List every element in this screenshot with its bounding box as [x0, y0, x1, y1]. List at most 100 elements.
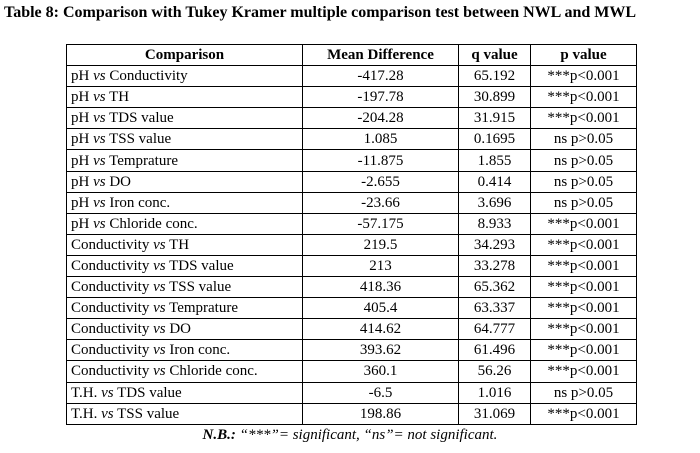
column-header: p value — [530, 43, 637, 67]
comparison-cell: pH vs TH — [66, 86, 303, 109]
value-cell: 30.899 — [458, 86, 531, 109]
parameter: T.H. — [71, 405, 98, 422]
parameter: pH — [71, 68, 90, 85]
value-cell: 65.362 — [458, 276, 531, 299]
parameter: Temprature — [169, 300, 238, 317]
comparison-cell: Conductivity vs TDS value — [66, 254, 303, 278]
value-cell: 393.62 — [302, 339, 459, 362]
parameter: T.H. — [71, 384, 98, 401]
table-row: pH vs Temprature -11.875 1.855 ns p>0.05 — [66, 149, 637, 172]
parameter: TSS value — [117, 405, 180, 422]
value-cell: 414.62 — [302, 318, 459, 341]
parameter: pH — [71, 110, 90, 127]
value-cell: -23.66 — [302, 191, 459, 214]
value-cell: -417.28 — [302, 65, 459, 88]
parameter: TSS value — [109, 131, 172, 148]
comparison-cell: Conductivity vs Temprature — [66, 297, 303, 320]
parameter: pH — [71, 215, 90, 232]
table-row: pH vs DO -2.655 0.414 ns p>0.05 — [66, 170, 637, 193]
table-body: pH vs Conductivity -417.28 65.192 ***p<0.00… — [66, 65, 637, 425]
comparison-cell: Conductivity vs Iron conc. — [66, 339, 303, 362]
value-cell: 1.085 — [302, 128, 459, 151]
value-cell: 418.36 — [302, 276, 459, 299]
column-header: Mean Difference — [302, 43, 459, 67]
parameter: TDS value — [169, 257, 234, 274]
table-row: Conductivity vs Temprature 405.4 63.337 ***… — [66, 297, 637, 320]
parameter: Conductivity — [71, 279, 150, 296]
parameter: DO — [109, 173, 132, 190]
vs-word: vs — [93, 131, 106, 148]
comparison-cell: pH vs TDS value — [66, 107, 303, 130]
table-row: Conductivity vs DO 414.62 64.777 ***p<0.001 — [66, 318, 637, 341]
value-cell: ns p>0.05 — [530, 170, 637, 193]
value-cell: ***p<0.001 — [530, 297, 637, 320]
table-row: Conductivity vs Iron conc. 393.62 61.496 **… — [66, 339, 637, 362]
table-row: pH vs TH -197.78 30.899 ***p<0.001 — [66, 86, 637, 109]
table-row: T.H. vs TDS value -6.5 1.016 ns p>0.05 — [66, 381, 637, 404]
table-row: Conductivity vs Chloride conc. 360.1 56.26… — [66, 360, 637, 383]
parameter: TH — [109, 89, 130, 106]
parameter: pH — [71, 152, 90, 169]
value-cell: 405.4 — [302, 297, 459, 320]
value-cell: ns p>0.05 — [530, 149, 637, 172]
value-cell: -2.655 — [302, 170, 459, 193]
value-cell: ***p<0.001 — [530, 86, 637, 109]
vs-word: vs — [93, 152, 106, 169]
vs-word: vs — [153, 236, 166, 253]
vs-word: vs — [93, 215, 106, 232]
parameter: TH — [169, 236, 190, 253]
vs-word: vs — [93, 173, 106, 190]
parameter: TSS value — [169, 279, 232, 296]
value-cell: 219.5 — [302, 233, 459, 256]
value-cell: ns p>0.05 — [530, 381, 637, 404]
value-cell: ***p<0.001 — [530, 107, 637, 130]
note-text: “***”= significant, “ns”= not significan… — [239, 427, 498, 443]
parameter: Conductivity — [71, 321, 150, 338]
parameter: TDS value — [109, 110, 174, 127]
parameter: TDS value — [117, 384, 182, 401]
value-cell: 61.496 — [458, 339, 531, 362]
column-header: q value — [458, 43, 531, 67]
comparison-cell: Conductivity vs TH — [66, 233, 303, 256]
vs-word: vs — [153, 257, 166, 274]
header-row: Comparison Mean Difference q value p value — [66, 43, 637, 67]
vs-word: vs — [93, 68, 106, 85]
parameter: Chloride conc. — [109, 215, 198, 232]
value-cell: 64.777 — [458, 318, 531, 341]
parameter: pH — [71, 89, 90, 106]
vs-word: vs — [153, 363, 166, 380]
value-cell: 360.1 — [302, 360, 459, 383]
value-cell: 56.26 — [458, 360, 531, 383]
parameter: Conductivity — [71, 300, 150, 317]
value-cell: 3.696 — [458, 191, 531, 214]
comparison-cell: Conductivity vs Chloride conc. — [66, 360, 303, 383]
comparison-cell: pH vs Temprature — [66, 149, 303, 172]
value-cell: 0.414 — [458, 170, 531, 193]
table-title: Table 8: Comparison with Tukey Kramer mu… — [4, 4, 637, 21]
value-cell: ns p>0.05 — [530, 191, 637, 214]
vs-word: vs — [101, 405, 114, 422]
table-row: Conductivity vs TSS value 418.36 65.362 ***… — [66, 276, 637, 299]
vs-word: vs — [93, 194, 106, 211]
value-cell: 8.933 — [458, 212, 531, 235]
value-cell: 33.278 — [458, 254, 531, 278]
table-row: pH vs Chloride conc. -57.175 8.933 ***p<0.0… — [66, 212, 637, 235]
vs-word: vs — [153, 321, 166, 338]
value-cell: 1.016 — [458, 381, 531, 404]
parameter: Conductivity — [71, 342, 150, 359]
comparison-cell: pH vs Conductivity — [66, 65, 303, 88]
value-cell: 198.86 — [302, 402, 459, 425]
value-cell: -57.175 — [302, 212, 459, 235]
value-cell: -204.28 — [302, 107, 459, 130]
comparison-table: Comparison Mean Difference q value p value … — [66, 43, 637, 425]
comparison-cell: Conductivity vs DO — [66, 318, 303, 341]
value-cell: ***p<0.001 — [530, 65, 637, 88]
value-cell: 0.1695 — [458, 128, 531, 151]
vs-word: vs — [93, 110, 106, 127]
table-row: Conductivity vs TH 219.5 34.293 ***p<0.001 — [66, 233, 637, 256]
value-cell: -6.5 — [302, 381, 459, 404]
footnote: N.B.: “***”= significant, “ns”= not sign… — [0, 427, 700, 444]
comparison-cell: T.H. vs TDS value — [66, 381, 303, 404]
table-row: pH vs TSS value 1.085 0.1695 ns p>0.05 — [66, 128, 637, 151]
